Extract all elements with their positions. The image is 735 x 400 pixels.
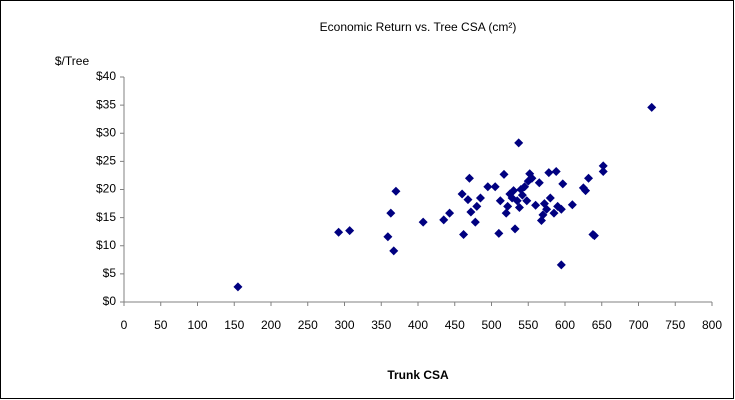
point	[334, 227, 344, 237]
point	[501, 208, 511, 218]
point	[463, 195, 473, 205]
y-axis-label: $/Tree	[55, 54, 90, 68]
y-tick-label: $5	[103, 266, 117, 280]
point	[517, 190, 527, 200]
point	[558, 179, 568, 189]
point	[520, 182, 530, 192]
x-tick-label: 800	[702, 318, 722, 332]
y-tick-label: $0	[103, 294, 117, 308]
y-tick-label: $35	[96, 97, 116, 111]
point	[490, 182, 500, 192]
point	[459, 230, 469, 239]
point	[531, 200, 541, 210]
point	[345, 226, 355, 236]
y-tick-label: $40	[96, 69, 116, 83]
point	[509, 186, 519, 196]
chart-title: Economic Return vs. Tree CSA (cm²)	[320, 20, 517, 34]
point	[589, 231, 599, 241]
point	[522, 196, 532, 206]
x-tick-label: 600	[555, 318, 575, 332]
x-tick-label: 650	[592, 318, 612, 332]
x-tick-label: 350	[371, 318, 391, 332]
point	[538, 210, 548, 220]
point	[544, 168, 554, 178]
point	[389, 246, 399, 256]
point	[567, 200, 577, 210]
point	[647, 102, 657, 112]
point	[470, 217, 480, 227]
point	[494, 228, 504, 238]
y-tick-label: $30	[96, 125, 116, 139]
point	[472, 201, 482, 211]
point	[439, 215, 449, 225]
x-tick-label: 500	[481, 318, 501, 332]
point	[584, 173, 594, 183]
point	[598, 161, 608, 171]
point	[512, 196, 522, 206]
point	[466, 207, 476, 217]
y-tick-label: $25	[96, 154, 116, 168]
point	[475, 193, 485, 203]
x-tick-label: 200	[261, 318, 281, 332]
y-tick-label: $20	[96, 182, 116, 196]
point	[598, 167, 608, 176]
point	[551, 167, 561, 176]
x-tick-label: 450	[445, 318, 465, 332]
point	[527, 173, 537, 183]
x-axis-label: Trunk CSA	[387, 368, 449, 382]
x-tick-label: 300	[334, 318, 354, 332]
x-tick-label: 100	[187, 318, 207, 332]
point	[391, 186, 401, 196]
point	[542, 204, 552, 214]
x-tick-label: 150	[224, 318, 244, 332]
point	[464, 173, 474, 183]
point	[495, 196, 505, 206]
point	[556, 204, 566, 214]
x-tick-label: 50	[154, 318, 168, 332]
x-tick-label: 750	[665, 318, 685, 332]
point	[457, 189, 467, 199]
point	[418, 217, 428, 227]
point	[534, 178, 544, 188]
point	[383, 232, 393, 242]
point	[233, 282, 243, 292]
point	[483, 182, 493, 192]
point	[510, 224, 520, 234]
point	[445, 208, 455, 218]
point	[545, 193, 555, 203]
point	[514, 138, 524, 148]
y-tick-label: $10	[96, 238, 116, 252]
y-tick-label: $15	[96, 210, 116, 224]
point	[514, 203, 524, 212]
x-tick-label: 0	[121, 318, 128, 332]
x-tick-label: 400	[408, 318, 428, 332]
x-tick-label: 700	[628, 318, 648, 332]
point	[556, 260, 566, 270]
point	[499, 169, 509, 179]
point	[549, 208, 559, 218]
x-tick-label: 550	[518, 318, 538, 332]
point	[386, 208, 396, 218]
point	[581, 186, 591, 196]
point	[503, 201, 513, 211]
x-tick-label: 250	[298, 318, 318, 332]
